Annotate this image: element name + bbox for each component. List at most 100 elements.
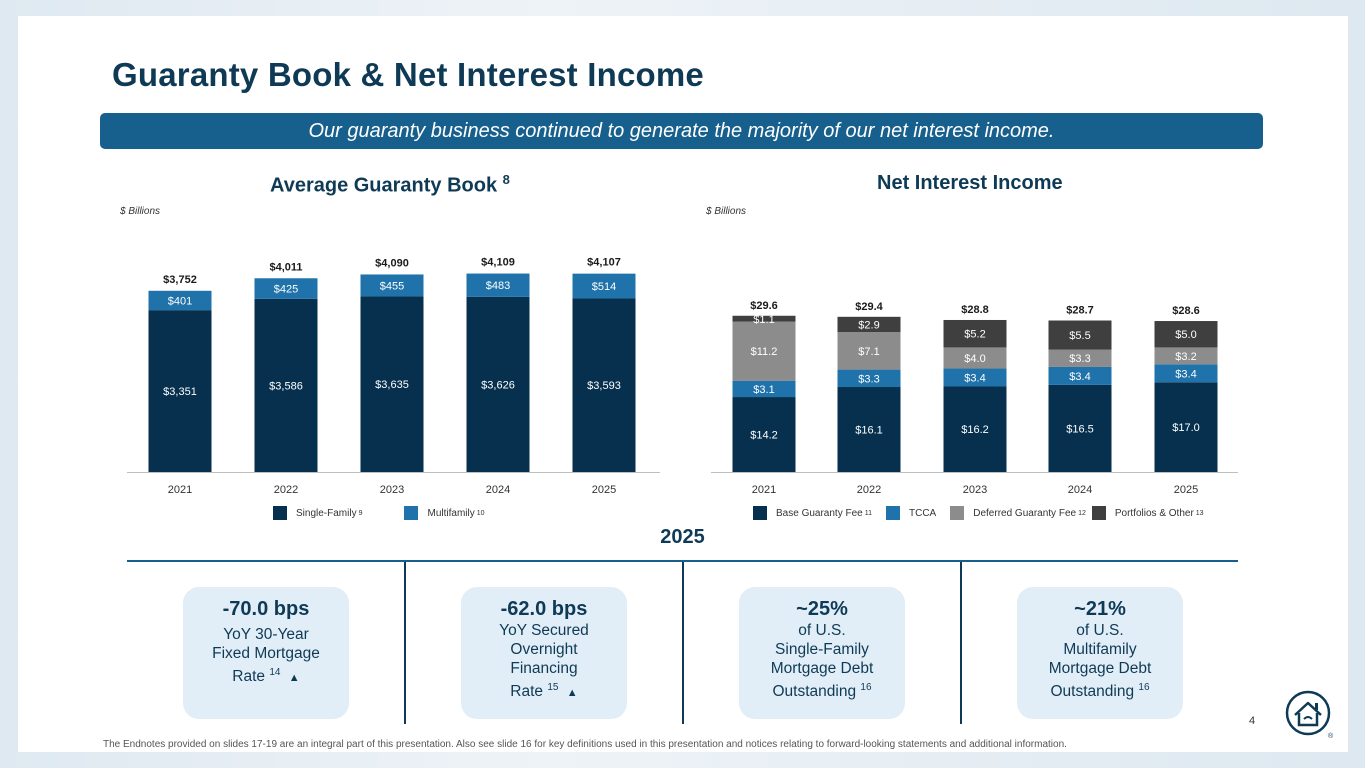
gb-bar-2021-multifamily (148, 290, 212, 311)
house-logo-icon: ® (1285, 690, 1334, 740)
legend-swatch-portfolios-other (1091, 506, 1106, 520)
nii-segment-label: $4.0 (964, 353, 985, 365)
nii-total-label: $29.4 (855, 301, 883, 313)
gb-bar-2023-multifamily (360, 274, 424, 297)
nii-bar-2021-tcca (732, 380, 796, 398)
gb-segment-label: $3,351 (163, 386, 197, 398)
nii-segment-label: $16.1 (855, 425, 883, 437)
page-title: Guaranty Book & Net Interest Income (112, 56, 704, 93)
legend-multifamily: Multifamily 10 (404, 506, 485, 520)
stat-line: YoY Secured (499, 622, 589, 639)
stat-note: 14 (269, 667, 281, 678)
stat-line: Rate 15 ▲ (510, 682, 578, 701)
gb-segment-label: $401 (168, 295, 192, 307)
nii-segment-label: $3.3 (1069, 353, 1090, 365)
nii-segment-label: $16.5 (1066, 423, 1094, 435)
nii-segment-label: $5.2 (964, 329, 985, 341)
legend-note-deferred-guaranty-fee: 12 (1078, 509, 1086, 517)
stat-line: of U.S. (798, 622, 846, 639)
stat-card-mortgage-rate: -70.0 bps YoY 30-Year Fixed Mortgage Rat… (183, 587, 349, 719)
gb-segment-label: $483 (486, 280, 510, 292)
nii-bar-2022-base-guaranty-fee (837, 387, 901, 472)
legend-label-single-family: Single-Family (296, 507, 357, 519)
legend-note-base-guaranty-fee: 11 (864, 509, 872, 517)
nii-segment-label: $16.2 (961, 424, 989, 436)
nii-x-tick-label: 2023 (963, 484, 987, 496)
nii-x-tick-label: 2021 (752, 484, 776, 496)
nii-segment-label: $5.5 (1069, 330, 1090, 342)
stat-note: 16 (1138, 682, 1150, 693)
nii-total-label: $28.6 (1172, 305, 1200, 317)
nii-bar-2021-deferred-guaranty-fee (732, 321, 796, 381)
stat-description: YoY Secured Overnight Financing Rate 15 … (461, 621, 627, 703)
nii-bar-2024-tcca (1048, 366, 1112, 385)
gb-total-label: $4,107 (587, 257, 621, 269)
nii-segment-label: $2.9 (858, 319, 879, 331)
stat-card-multifamily-share: ~21% of U.S. Multifamily Mortgage Debt O… (1017, 587, 1183, 719)
legend-label-portfolios-other: Portfolios & Other (1114, 507, 1194, 519)
nii-x-tick-label: 2024 (1068, 484, 1092, 496)
gb-x-tick-label: 2021 (168, 484, 192, 496)
gb-total-label: $4,011 (269, 261, 302, 273)
gb-total-label: $4,109 (481, 257, 515, 269)
guaranty-book-chart-title: Average Guaranty Book 8 (270, 172, 510, 197)
legend-label-multifamily: Multifamily (427, 507, 475, 519)
nii-segment-label: $3.2 (1175, 351, 1196, 363)
nii-segment-label: $7.1 (858, 346, 879, 358)
nii-units: $ Billions (706, 206, 747, 217)
stats-year-heading: 2025 (660, 526, 705, 548)
stats-column-divider (682, 562, 684, 724)
legend-label-tcca: TCCA (909, 507, 937, 519)
nii-segment-label: $3.1 (753, 384, 774, 396)
gb-segment-label: $3,635 (375, 379, 409, 391)
stat-line: Outstanding 16 (772, 682, 872, 701)
legend-tcca: TCCA (886, 506, 936, 520)
nii-bar-2021-portfolios-other (732, 315, 796, 322)
stat-value: ~21% (1074, 598, 1126, 620)
stats-divider (127, 560, 1238, 562)
nii-segment-label: $3.4 (1175, 368, 1196, 380)
gb-x-tick-label: 2022 (274, 484, 298, 496)
guaranty-book-note: 8 (502, 172, 510, 187)
stat-note: 15 (547, 682, 559, 693)
stat-value: -62.0 bps (500, 598, 588, 620)
gb-x-tick-label: 2025 (592, 484, 616, 496)
gb-bar-2023-single-family (360, 296, 424, 472)
stat-value: ~25% (796, 598, 848, 620)
summary-banner: Our guaranty business continued to gener… (100, 113, 1263, 149)
stat-line: of U.S. (1076, 622, 1124, 639)
legend-label-deferred-guaranty-fee: Deferred Guaranty Fee (973, 507, 1077, 519)
nii-bar-2022-portfolios-other (837, 316, 901, 333)
nii-bar-2023-portfolios-other (943, 319, 1007, 348)
guaranty-book-legend: Single-Family 9 Multifamily 10 (273, 506, 499, 520)
stat-line: Overnight (510, 641, 578, 658)
gb-x-tick-label: 2024 (486, 484, 510, 496)
nii-total-label: $28.7 (1066, 305, 1094, 317)
nii-bar-2024-deferred-guaranty-fee (1048, 349, 1112, 367)
change-arrow-icon: ▲ (288, 672, 300, 685)
stat-note: 16 (860, 682, 872, 693)
stat-card-sofr: -62.0 bps YoY Secured Overnight Financin… (461, 587, 627, 719)
gb-bar-2022-multifamily (254, 278, 318, 299)
gb-segment-label: $425 (274, 284, 298, 296)
gb-segment-label: $3,593 (587, 380, 621, 392)
stat-line: Rate 14 ▲ (232, 667, 300, 686)
stat-value: -70.0 bps (222, 598, 310, 620)
legend-note-multifamily: 10 (476, 509, 485, 517)
stat-description: of U.S. Multifamily Mortgage Debt Outsta… (1017, 621, 1183, 701)
nii-bar-2021-base-guaranty-fee (732, 397, 796, 472)
stat-line: YoY 30-Year (223, 626, 309, 643)
stats-column-divider (960, 562, 962, 724)
gb-bar-2021-single-family (148, 310, 212, 472)
legend-single-family: Single-Family 9 (273, 506, 362, 520)
nii-segment-label: $5.0 (1175, 329, 1196, 341)
legend-swatch-deferred-guaranty-fee (950, 506, 965, 520)
stat-line: Mortgage Debt (770, 660, 874, 677)
gb-bar-2022-single-family (254, 298, 318, 472)
legend-swatch-single-family (273, 506, 287, 520)
nii-bar-2024-base-guaranty-fee (1048, 384, 1112, 472)
gb-segment-label: $514 (592, 281, 616, 293)
stat-description: YoY 30-Year Fixed Mortgage Rate 14 ▲ (183, 625, 349, 688)
legend-base-guaranty-fee: Base Guaranty Fee 11 (753, 506, 872, 520)
nii-bar-2024-portfolios-other (1048, 320, 1112, 350)
